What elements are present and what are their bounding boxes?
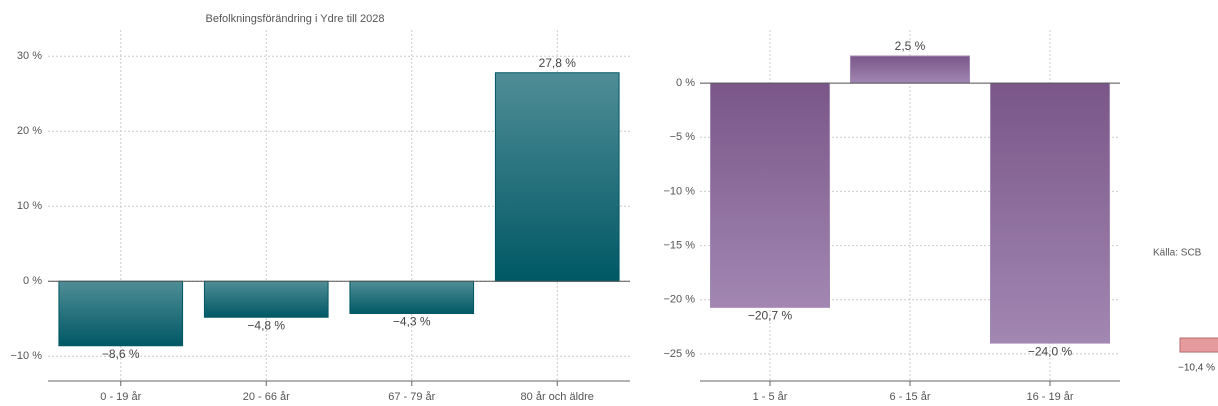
- value-label: −4,3 %: [393, 315, 431, 329]
- x-tick-label: 80 år och äldre: [521, 391, 594, 403]
- bar: [58, 280, 184, 347]
- y-tick-label: −15 %: [664, 239, 696, 251]
- bar: [850, 55, 970, 84]
- x-tick-label: 0 - 19 år: [100, 391, 141, 403]
- y-tick-label: −25 %: [664, 348, 696, 360]
- x-tick-label: 1 - 5 år: [753, 391, 788, 403]
- y-tick-label: 30 %: [17, 50, 42, 62]
- y-tick-label: −20 %: [664, 294, 696, 306]
- x-tick-label: 16 - 19 år: [1026, 391, 1073, 403]
- value-label: −24,0 %: [1028, 344, 1073, 358]
- bar: [990, 82, 1110, 344]
- x-tick-label: 67 - 79 år: [388, 391, 435, 403]
- bar: [710, 82, 830, 308]
- y-tick-label: 0 %: [676, 77, 695, 89]
- y-tick-label: 20 %: [17, 125, 42, 137]
- bar: [494, 72, 620, 282]
- x-tick-label: 6 - 15 år: [890, 391, 931, 403]
- value-label: 27,8 %: [539, 56, 577, 70]
- y-tick-label: 10 %: [17, 200, 42, 212]
- y-tick-label: −10 %: [664, 185, 696, 197]
- value-label: −10,4 %: [1178, 363, 1215, 374]
- y-tick-label: 0 %: [23, 275, 42, 287]
- source: Källa: SCB: [1153, 248, 1202, 259]
- bar: [349, 280, 475, 314]
- value-label: −20,7 %: [748, 309, 793, 323]
- y-tick-label: −5 %: [670, 131, 696, 143]
- value-label: −8,6 %: [102, 347, 140, 361]
- bar: [203, 280, 329, 318]
- x-tick-label: 20 - 66 år: [243, 391, 290, 403]
- chart-title: Befolkningsförändring i Ydre till 2028: [206, 13, 385, 25]
- value-label: 2,5 %: [895, 39, 926, 53]
- value-label: −4,8 %: [247, 318, 285, 332]
- bar: [1179, 337, 1218, 353]
- y-tick-label: −10 %: [11, 350, 43, 362]
